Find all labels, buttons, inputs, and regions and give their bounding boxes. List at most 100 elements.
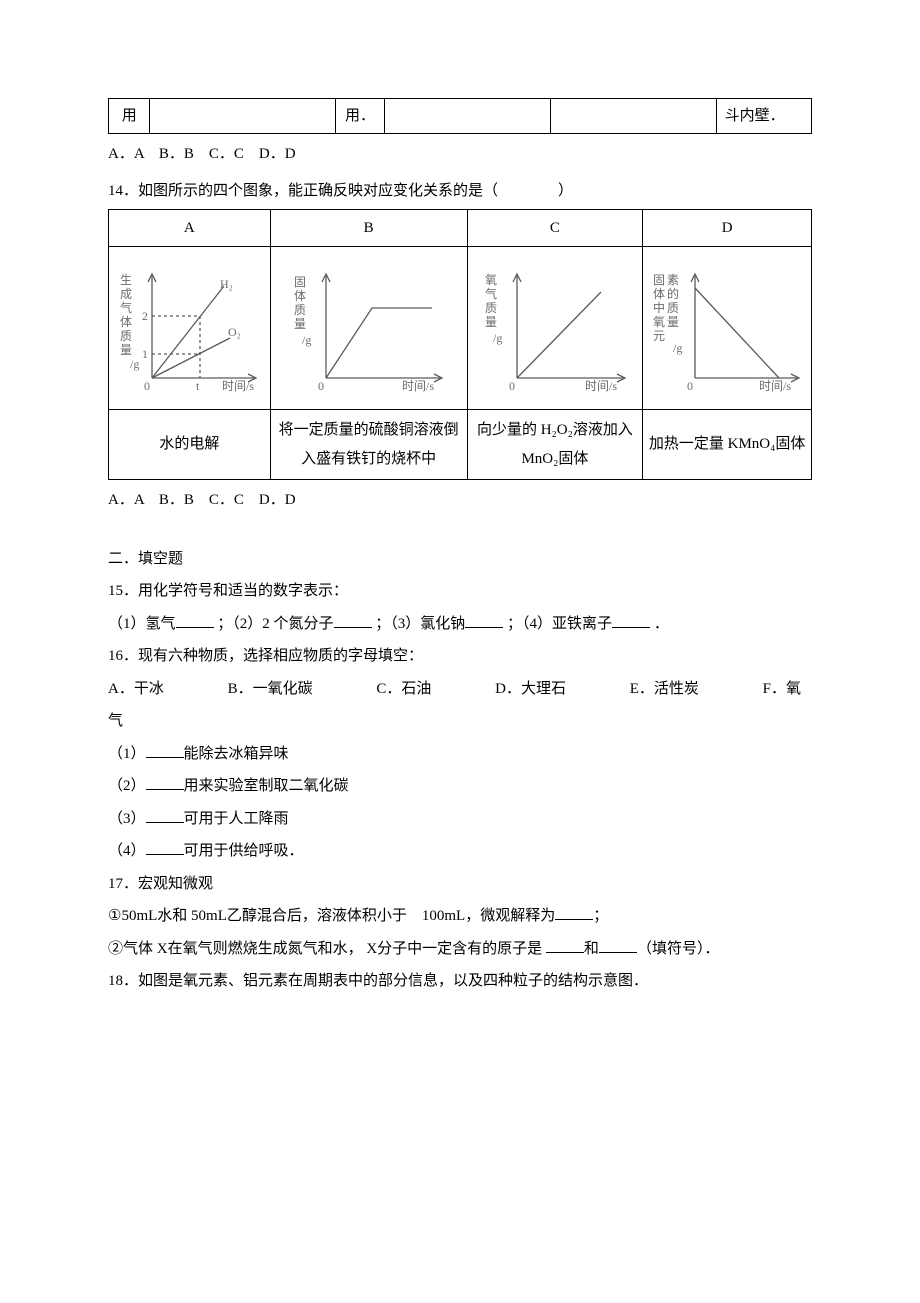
svg-text:时间/s: 时间/s: [402, 379, 434, 393]
blank: [555, 904, 593, 920]
blank: [334, 612, 372, 628]
q14-cap-d: 加热一定量 KMnO₄固体: [643, 410, 812, 480]
svg-text:质: 质: [294, 303, 306, 317]
svg-text:固: 固: [294, 275, 306, 289]
svg-text:1: 1: [142, 347, 148, 361]
blank: [465, 612, 503, 628]
q17-p1: ①50mL水和 50mL乙醇混合后，溶液体积小于 100mL，微观解释为 ；: [108, 902, 812, 931]
blank: [146, 774, 184, 790]
svg-text:0: 0: [687, 379, 693, 393]
q13-answers: A．A B．B C．C D．D: [108, 140, 812, 169]
frag-empty-1: [150, 99, 336, 134]
frag-empty-2: [384, 99, 550, 134]
blank: [546, 937, 584, 953]
svg-text:/g: /g: [302, 333, 311, 347]
q16-p1: （1）能除去冰箱异味: [108, 740, 812, 769]
q16-stem: 16．现有六种物质，选择相应物质的字母填空：: [108, 642, 812, 671]
svg-text:0: 0: [318, 379, 324, 393]
blank: [146, 742, 184, 758]
q16-p2: （2）用来实验室制取二氧化碳: [108, 772, 812, 801]
q15-parts: （1）氢气 ；（2）2 个氮分子 ；（3）氯化钠 ；（4）亚铁离子 ．: [108, 610, 812, 639]
q16-option-tail: 气: [108, 707, 812, 736]
svg-text:质: 质: [667, 301, 679, 315]
q18-stem: 18．如图是氧元素、铝元素在周期表中的部分信息，以及四种粒子的结构示意图．: [108, 967, 812, 996]
graph-c: 氧气 质量 /g 0 时间/s: [467, 247, 643, 410]
svg-text:素: 素: [667, 273, 679, 287]
q15-p4: ；（4）亚铁离子: [507, 616, 612, 632]
svg-text:量: 量: [667, 315, 679, 329]
q17-p2a: ②气体 X在氧气则燃烧生成氮气和水， X分子中一定含有的原子是: [108, 941, 542, 957]
q17-p2: ②气体 X在氧气则燃烧生成氮气和水， X分子中一定含有的原子是 和（填符号）．: [108, 935, 812, 964]
svg-text:质: 质: [485, 301, 497, 315]
q16-oE: E．活性炭: [630, 681, 699, 697]
q14-cap-a: 水的电解: [109, 410, 271, 480]
q17-p1a: ①50mL水和 50mL乙醇混合后，溶液体积小于 100mL，微观解释为: [108, 908, 555, 924]
graph-a: 生成气 体质量 /g 2 1 0 t 时间/s H₂ O₂: [109, 247, 271, 410]
svg-text:O₂: O₂: [228, 325, 241, 339]
svg-text:/g: /g: [130, 357, 139, 371]
q14-answers: A．A B．B C．C D．D: [108, 486, 812, 515]
q15-p1: （1）氢气: [108, 616, 176, 632]
svg-text:中: 中: [653, 300, 665, 315]
blank: [599, 937, 637, 953]
q16-oF: F．氧: [763, 681, 801, 697]
q15-p3: ；（3）氯化钠: [375, 616, 465, 632]
q14-header-d: D: [643, 210, 812, 247]
svg-text:2: 2: [142, 309, 148, 323]
svg-text:时间/s: 时间/s: [222, 379, 254, 393]
frag-cell-3: 斗内壁．: [716, 99, 811, 134]
q15-p2: ；（2）2 个氮分子: [217, 616, 333, 632]
svg-text:t: t: [196, 379, 200, 393]
svg-text:元: 元: [653, 329, 665, 343]
q16-p3: （3）可用于人工降雨: [108, 805, 812, 834]
q14-header-a: A: [109, 210, 271, 247]
svg-text:/g: /g: [493, 331, 502, 345]
frag-cell-1: 用: [109, 99, 150, 134]
svg-text:成: 成: [120, 287, 132, 301]
q16-oA: A．干冰: [108, 681, 164, 697]
svg-text:体: 体: [294, 289, 306, 303]
q17-p1b: ；: [593, 908, 608, 924]
svg-text:气: 气: [120, 300, 132, 315]
svg-text:氧: 氧: [485, 273, 497, 287]
q14-cap-c: 向少量的 H₂O₂溶液加入 MnO₂固体: [467, 410, 643, 480]
svg-text:体: 体: [653, 287, 665, 301]
q16-oB: B．一氧化碳: [228, 681, 313, 697]
svg-text:量: 量: [120, 343, 132, 357]
svg-text:时间/s: 时间/s: [585, 379, 617, 393]
q17-stem: 17．宏观知微观: [108, 870, 812, 899]
q15-stem: 15．用化学符号和适当的数字表示：: [108, 577, 812, 606]
q14-header-c: C: [467, 210, 643, 247]
blank: [146, 839, 184, 855]
q14-cap-b: 将一定质量的硫酸铜溶液倒入盛有铁钉的烧杯中: [270, 410, 467, 480]
q16-p4: （4）可用于供给呼吸．: [108, 837, 812, 866]
q15-p5: ．: [654, 616, 669, 632]
blank: [146, 807, 184, 823]
q16-oD: D．大理石: [495, 681, 566, 697]
q17-p2mid: 和: [584, 941, 599, 957]
svg-text:固: 固: [653, 273, 665, 287]
frag-cell-2: 用．: [336, 99, 384, 134]
q14-stem: 14．如图所示的四个图象，能正确反映对应变化关系的是（ ）: [108, 177, 812, 206]
svg-text:H₂: H₂: [220, 277, 233, 291]
blank: [176, 612, 214, 628]
frag-empty-3: [550, 99, 716, 134]
svg-text:体: 体: [120, 315, 132, 329]
svg-text:/g: /g: [673, 341, 682, 355]
graph-b: 固体 质量 /g 0 时间/s: [270, 247, 467, 410]
svg-text:的: 的: [667, 286, 679, 301]
q16-options: A．干冰 B．一氧化碳 C．石油 D．大理石 E．活性炭 F．氧: [108, 675, 812, 704]
q14-table: A B C D: [108, 209, 812, 480]
svg-text:量: 量: [294, 317, 306, 331]
svg-text:质: 质: [120, 329, 132, 343]
svg-text:气: 气: [485, 286, 497, 301]
svg-text:量: 量: [485, 315, 497, 329]
svg-text:0: 0: [144, 379, 150, 393]
svg-text:生: 生: [120, 273, 132, 287]
fragment-table: 用 用． 斗内壁．: [108, 98, 812, 134]
q16-oC: C．石油: [376, 681, 431, 697]
graph-d: 固体 中氧 元 素的 质量 /g 0 时间/s: [643, 247, 812, 410]
q14-header-b: B: [270, 210, 467, 247]
blank: [612, 612, 650, 628]
svg-text:0: 0: [509, 379, 515, 393]
